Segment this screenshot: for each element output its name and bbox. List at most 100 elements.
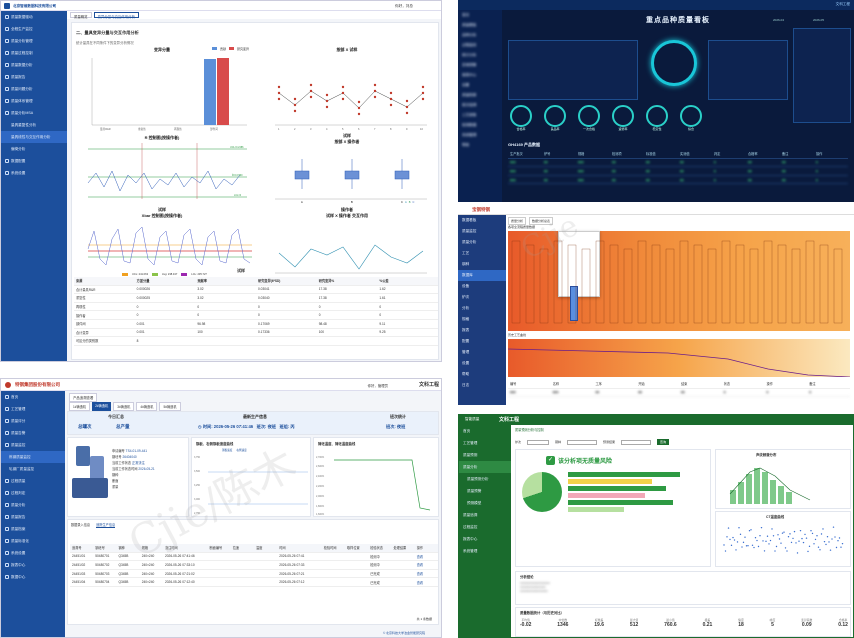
sidebar-item[interactable]: 分析: [462, 306, 470, 310]
sidebar-item[interactable]: 报表中心: [463, 536, 478, 541]
date-from[interactable]: 2026-04: [773, 18, 785, 22]
sidebar-item[interactable]: 系统设置: [1, 547, 65, 559]
sidebar-item-active[interactable]: 数据库: [458, 270, 506, 281]
sidebar-item[interactable]: 质量告警: [1, 427, 65, 439]
sidebar-item[interactable]: 数据看板: [462, 218, 477, 222]
sidebar-item[interactable]: 炉次: [462, 295, 470, 299]
sidebar-item-active[interactable]: 质量分析: [459, 461, 511, 473]
sidebar-item[interactable]: 轧钢厂质量监控: [9, 466, 35, 471]
sidebar-item[interactable]: 工艺: [462, 251, 470, 255]
sidebar-item[interactable]: 质量监控: [462, 229, 477, 233]
sidebar-item[interactable]: 质量数据驱动: [1, 11, 67, 23]
sidebar-item[interactable]: 报表中心: [462, 72, 477, 77]
table-row[interactable]: 24451/01 50480701 Q345B 240×240 2026-05-26 0…: [70, 553, 438, 562]
tab[interactable]: 1#铸造机: [69, 402, 91, 411]
sidebar-item[interactable]: 质量分析: [462, 240, 477, 244]
sidebar-item[interactable]: 量具重复性分析: [11, 122, 37, 127]
table-row[interactable]: 24451/03 50480703 Q345B 240×240 2026-05-26 0…: [70, 570, 438, 579]
tab[interactable]: 5#铸造机: [159, 402, 181, 411]
sidebar-item[interactable]: 系统设置: [1, 167, 67, 179]
sidebar-item[interactable]: 质量预警: [467, 488, 482, 493]
sidebar-item[interactable]: 过程监控: [462, 42, 477, 47]
sidebar-item[interactable]: 报表: [462, 328, 470, 332]
sidebar-item[interactable]: 报表中心: [1, 559, 65, 571]
filter-select[interactable]: [621, 439, 652, 445]
sidebar-item[interactable]: 检测数据: [462, 122, 477, 127]
sidebar-item[interactable]: 质量过程控制: [1, 47, 67, 59]
tab-msa[interactable]: 变异分量与交互作用分析: [93, 12, 139, 19]
tab[interactable]: 4#铸造机: [136, 402, 158, 411]
sidebar-item[interactable]: 过程判定: [1, 487, 65, 499]
sidebar-item[interactable]: 管理: [462, 350, 470, 354]
sidebar-item[interactable]: 质量问题分析: [1, 83, 67, 95]
sidebar-item[interactable]: 过程监控: [463, 524, 478, 529]
sidebar-item[interactable]: 质量报告: [1, 511, 65, 523]
sidebar-item[interactable]: 设置: [462, 82, 470, 87]
tab[interactable]: 数据分析总表: [529, 217, 554, 225]
tab[interactable]: 质量分析: [508, 217, 527, 225]
sidebar-item[interactable]: 质量评分: [1, 415, 65, 427]
pagination[interactable]: 共 1 条数据: [416, 617, 432, 621]
sidebar-item[interactable]: 质量追溯: [463, 512, 478, 517]
filter-select[interactable]: [567, 439, 598, 445]
sidebar-item[interactable]: 质量体系管理: [1, 95, 67, 107]
sidebar-item[interactable]: 工艺管理: [463, 440, 478, 445]
sidebar-item[interactable]: 质量档案: [1, 523, 65, 535]
sidebar-item[interactable]: 质量看板: [462, 22, 477, 27]
sidebar-item[interactable]: 过程质量: [1, 475, 65, 487]
sidebar-item[interactable]: 数据配置: [1, 155, 67, 167]
tab-active[interactable]: 追踪生产信息: [96, 523, 116, 528]
sidebar-item[interactable]: 帮助: [462, 372, 470, 376]
sidebar-item[interactable]: 帮助: [462, 142, 470, 147]
sidebar-item[interactable]: 异常预警: [462, 62, 477, 67]
sidebar-item[interactable]: 质量预测: [463, 452, 478, 457]
sidebar-item[interactable]: 质量监控: [1, 439, 65, 451]
sidebar-item[interactable]: 钢种: [462, 262, 470, 266]
sidebar-item[interactable]: 首页: [462, 12, 470, 17]
sidebar-item[interactable]: 设备: [462, 284, 470, 288]
user-greeting[interactable]: 你好，管理员: [367, 384, 388, 388]
sidebar-item[interactable]: 工艺参数: [462, 112, 477, 117]
sidebar-item[interactable]: 数据中心: [1, 571, 65, 583]
query-button[interactable]: 查询: [657, 439, 670, 445]
sidebar-item[interactable]: 偏倚分析: [11, 146, 26, 151]
sidebar-item[interactable]: 质量标准化: [1, 535, 65, 547]
sidebar-item[interactable]: 品种分析: [462, 32, 477, 37]
scatter-point: [775, 545, 778, 548]
sidebar-item[interactable]: 质量报告: [1, 71, 67, 83]
sidebar-item[interactable]: 配置: [462, 339, 470, 343]
sidebar-item[interactable]: 日志: [462, 383, 470, 387]
table-row[interactable]: 24451/02 50480702 Q345B 240×240 2026-05-26 0…: [70, 561, 438, 570]
sidebar-item[interactable]: 统计分析: [462, 52, 477, 57]
sidebar-item[interactable]: 工艺管理: [1, 403, 65, 415]
sidebar-item[interactable]: 质量分析管理: [1, 35, 67, 47]
sidebar-item[interactable]: 批次追溯: [462, 102, 477, 107]
sidebar-item[interactable]: 质量数据分析: [1, 59, 67, 71]
filter-select[interactable]: [527, 439, 550, 445]
sidebar-item[interactable]: 全程生产监控: [1, 23, 67, 35]
tab-overview[interactable]: 质量概览: [70, 12, 92, 19]
sidebar-item[interactable]: 质量档案: [462, 92, 477, 97]
sidebar-item[interactable]: 首页: [463, 428, 471, 433]
sidebar-item[interactable]: 质量预测分析: [467, 476, 489, 481]
user-greeting[interactable]: 你好，刘总: [395, 4, 413, 8]
sidebar-item[interactable]: 预测模型: [467, 500, 482, 505]
page-tab[interactable]: 质量预测分析与控制: [515, 428, 544, 432]
table-row[interactable]: 24451/04 50480704 Q345B 240×240 2026-05-26 0…: [70, 578, 438, 587]
sidebar-item[interactable]: 质量分析: [1, 499, 65, 511]
heatmap-column: [637, 240, 647, 324]
sidebar-item[interactable]: 系统管理: [463, 548, 478, 553]
sidebar-item[interactable]: 质量分析MSA: [1, 107, 67, 119]
page-tab[interactable]: 产品追溯查看: [69, 393, 98, 402]
sidebar-item-active[interactable]: 量具线性与交互作用分析: [1, 131, 67, 143]
tab[interactable]: 3#铸造机: [113, 402, 135, 411]
sidebar-item-active[interactable]: 炼钢质量监控: [1, 451, 65, 463]
tab[interactable]: 数据录入信息: [71, 523, 91, 527]
sidebar-item[interactable]: 规格: [462, 317, 470, 321]
dropdown-popup[interactable]: [558, 231, 600, 297]
sidebar-item[interactable]: 设置: [462, 361, 470, 365]
sidebar-item[interactable]: 系统管理: [462, 132, 477, 137]
tab-active[interactable]: 2#铸造机: [92, 402, 112, 411]
date-to[interactable]: 2026-05: [813, 18, 825, 22]
sidebar-item[interactable]: 首页: [1, 391, 65, 403]
